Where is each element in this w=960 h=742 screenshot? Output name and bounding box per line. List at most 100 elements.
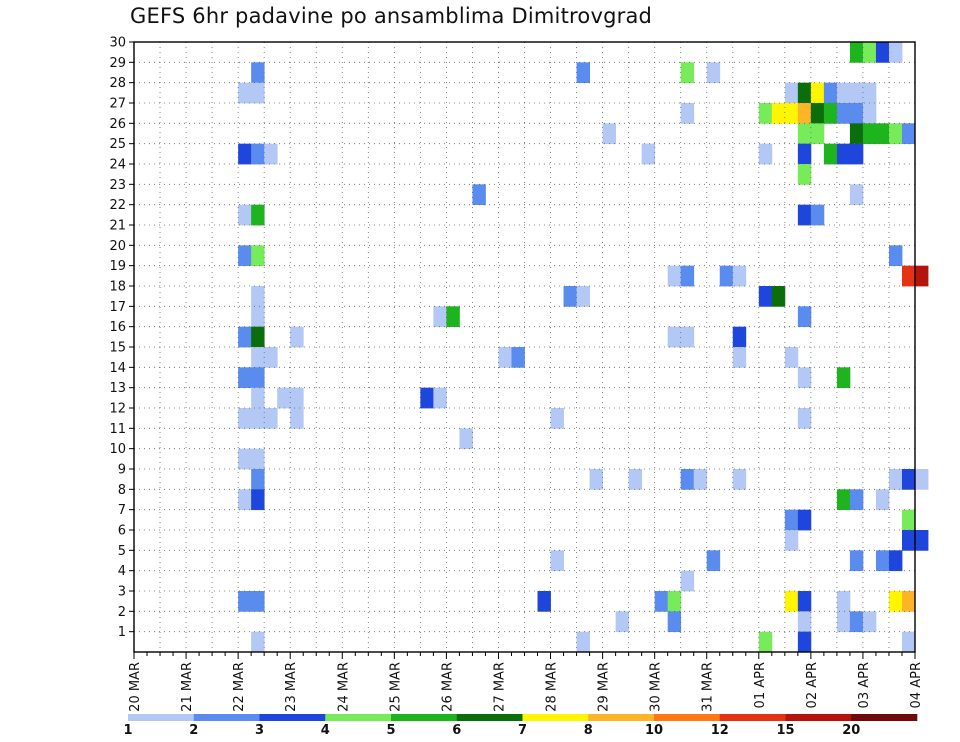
- heatmap-cell: [537, 591, 551, 612]
- legend-swatch: [719, 714, 786, 721]
- y-tick-label: 12: [109, 402, 126, 417]
- x-tick-label: 01 APR: [753, 662, 768, 708]
- heatmap-cell: [771, 286, 786, 307]
- heatmap-cell: [810, 123, 825, 145]
- heatmap-cell: [498, 347, 512, 368]
- heatmap-cell: [238, 326, 252, 348]
- legend-label: 7: [518, 723, 527, 738]
- y-tick-label: 7: [118, 503, 126, 518]
- legend-label: 5: [386, 723, 395, 738]
- heatmap-cell: [680, 469, 695, 490]
- heatmap-cell: [758, 143, 773, 165]
- x-tick-label: 28 MAR: [545, 662, 560, 712]
- y-tick-label: 28: [109, 76, 126, 91]
- x-tick-label: 26 MAR: [440, 662, 455, 712]
- heatmap-cell: [888, 245, 903, 267]
- y-tick-label: 4: [118, 564, 126, 579]
- legend-swatch: [851, 714, 918, 721]
- heatmap-cell: [251, 448, 265, 470]
- heatmap-cell: [797, 408, 812, 429]
- heatmap-cell: [784, 530, 799, 551]
- heatmap-cell: [680, 103, 695, 124]
- heatmap-cell: [784, 82, 799, 104]
- heatmap-cell: [823, 82, 838, 104]
- legend-swatch: [193, 714, 260, 721]
- heatmap-cell: [680, 265, 695, 287]
- legend-label: 1: [123, 723, 132, 738]
- heatmap-cell: [251, 408, 265, 429]
- heatmap-cell: [849, 103, 864, 124]
- heatmap-cell: [810, 82, 825, 104]
- heatmap-cell: [290, 326, 304, 348]
- y-tick-label: 17: [109, 300, 126, 315]
- x-axis: 20 MAR 21 MAR 22 MAR 23 MAR 24 MAR 25 MAR 26 M…: [128, 652, 924, 712]
- heatmap-cell: [901, 123, 916, 145]
- heatmap-cell: [901, 469, 916, 490]
- chart-title: GEFS 6hr padavine po ansamblima Dimitrov…: [130, 4, 653, 28]
- y-tick-label: 20: [109, 239, 126, 254]
- heatmap-cell: [915, 530, 929, 551]
- heatmap-cell: [771, 103, 786, 124]
- heatmap-cell: [901, 265, 916, 287]
- heatmap-cell: [862, 82, 877, 104]
- legend-label: 4: [321, 723, 330, 738]
- y-tick-label: 21: [109, 219, 126, 234]
- y-tick-label: 1: [118, 625, 126, 640]
- heatmap-cell: [797, 143, 812, 165]
- heatmap-cell: [576, 286, 590, 307]
- heatmap-cell: [797, 367, 812, 389]
- heatmap-cell: [797, 103, 812, 124]
- heatmap-cell: [251, 387, 265, 409]
- heatmap-cell: [290, 387, 304, 409]
- heatmap-cell: [563, 286, 577, 307]
- heatmap-cell: [836, 82, 851, 104]
- y-tick-label: 11: [109, 422, 126, 437]
- heatmap-cell: [251, 591, 265, 612]
- heatmap-cell: [251, 631, 265, 653]
- heatmap-cell: [654, 591, 669, 612]
- legend-swatch: [391, 714, 458, 721]
- heatmap-cell: [628, 469, 643, 490]
- heatmap-cell: [836, 103, 851, 124]
- legend-label: 6: [452, 723, 461, 738]
- heatmap-cell: [758, 286, 773, 307]
- heatmap-cell: [511, 347, 525, 368]
- heatmap-cell: [875, 42, 890, 63]
- heatmap-cell: [680, 62, 695, 84]
- heatmap-cell: [823, 103, 838, 124]
- heatmap-cell: [238, 489, 252, 511]
- x-tick-label: 04 APR: [909, 662, 924, 708]
- heatmap-cell: [446, 306, 460, 328]
- x-tick-label: 02 APR: [805, 662, 820, 708]
- heatmap-cell: [888, 591, 903, 612]
- heatmap-cell: [433, 387, 447, 409]
- heatmap-cell: [264, 143, 278, 165]
- heatmap-cell: [459, 428, 473, 450]
- heatmap-cell: [238, 367, 252, 389]
- heatmap-cell: [576, 631, 590, 653]
- y-axis: 1234567891011121314151617181920212223242…: [109, 36, 134, 640]
- heatmap-cell: [667, 591, 682, 612]
- heatmap-cell: [251, 306, 265, 328]
- heatmap-cell: [784, 347, 799, 368]
- x-tick-label: 27 MAR: [492, 662, 507, 712]
- heatmap-cell: [797, 509, 812, 531]
- heatmap-cell: [849, 550, 864, 572]
- heatmap-cell: [849, 184, 864, 206]
- heatmap-cell: [784, 103, 799, 124]
- heatmap-cells: [238, 42, 929, 653]
- heatmap-cell: [823, 143, 838, 165]
- legend-label: 10: [645, 723, 663, 738]
- legend-label: 3: [255, 723, 264, 738]
- y-tick-label: 8: [118, 483, 126, 498]
- y-tick-label: 16: [109, 320, 126, 335]
- y-tick-label: 23: [109, 178, 126, 193]
- x-tick-label: 30 MAR: [649, 662, 664, 712]
- heatmap-cell: [719, 265, 734, 287]
- heatmap-cell: [238, 408, 252, 429]
- heatmap-cell: [849, 123, 864, 145]
- heatmap-cell: [758, 103, 773, 124]
- heatmap-cell: [810, 103, 825, 124]
- heatmap-cell: [550, 408, 564, 429]
- legend-label: 20: [842, 723, 860, 738]
